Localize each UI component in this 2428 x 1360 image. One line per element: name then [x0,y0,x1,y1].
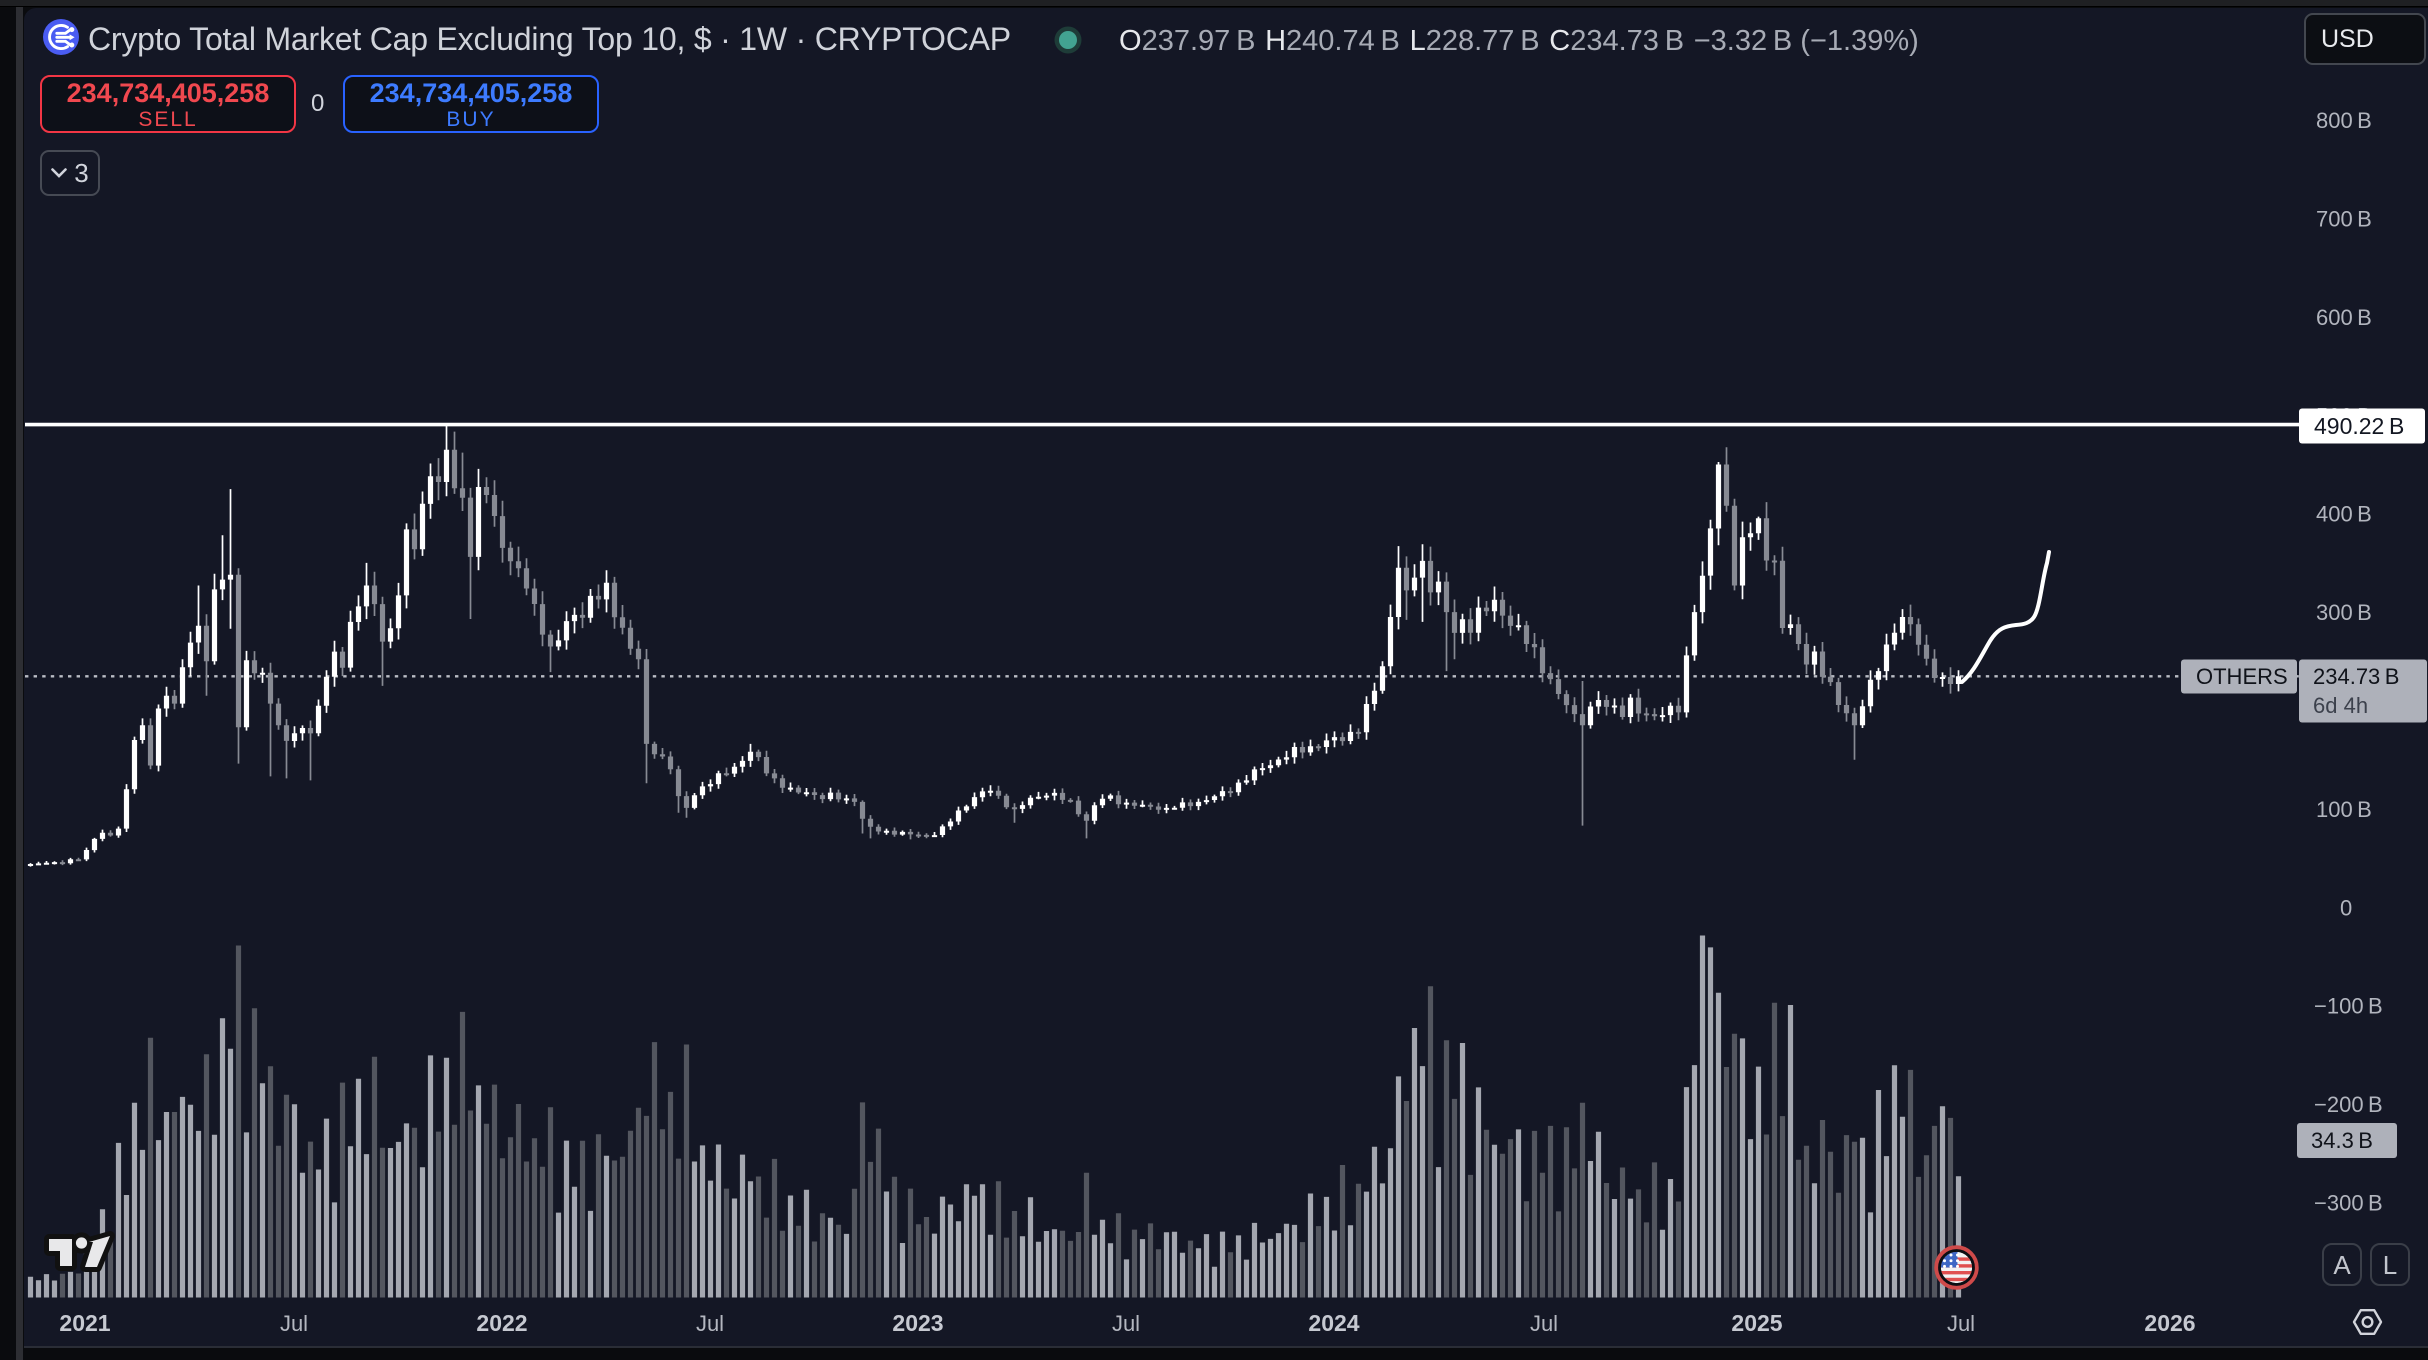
svg-text:300 B: 300 B [2316,600,2372,625]
svg-text:2025: 2025 [1731,1310,1782,1336]
svg-text:Jul: Jul [1947,1311,1975,1336]
svg-text:34.3 B: 34.3 B [2311,1128,2373,1153]
svg-text:2023: 2023 [892,1310,943,1336]
svg-text:A: A [2333,1250,2351,1280]
svg-text:6d 4h: 6d 4h [2313,693,2368,718]
svg-text:700 B: 700 B [2316,206,2372,231]
svg-text:490.22 B: 490.22 B [2314,413,2404,439]
svg-text:Jul: Jul [696,1311,724,1336]
svg-text:100 B: 100 B [2316,797,2372,822]
svg-text:600 B: 600 B [2316,305,2372,330]
svg-text:OTHERS: OTHERS [2196,664,2288,689]
svg-text:800 B: 800 B [2316,108,2372,133]
svg-text:−200 B: −200 B [2314,1092,2383,1117]
svg-text:2024: 2024 [1308,1310,1359,1336]
svg-text:Jul: Jul [280,1311,308,1336]
svg-text:Jul: Jul [1530,1311,1558,1336]
svg-text:2026: 2026 [2144,1310,2195,1336]
svg-text:234.73 B: 234.73 B [2313,664,2399,689]
svg-text:−300 B: −300 B [2314,1191,2383,1216]
svg-text:L: L [2383,1250,2397,1280]
svg-text:Jul: Jul [1112,1311,1140,1336]
svg-text:400 B: 400 B [2316,502,2372,527]
svg-text:0: 0 [2340,895,2352,920]
svg-text:2021: 2021 [59,1310,110,1336]
svg-text:2022: 2022 [476,1310,527,1336]
svg-text:−100 B: −100 B [2314,994,2383,1019]
